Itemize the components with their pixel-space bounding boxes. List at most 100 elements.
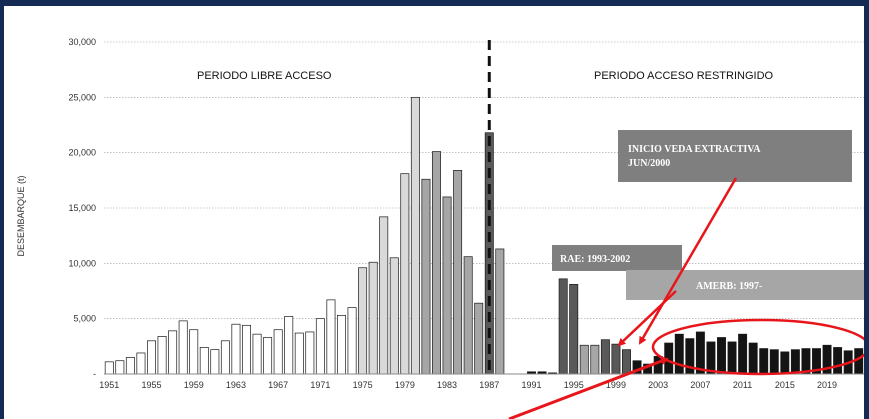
callout-veda: INICIO VEDA EXTRACTIVA JUN/2000: [618, 130, 852, 182]
bar: [769, 349, 779, 375]
callout-veda-box: [618, 130, 852, 182]
bar: [168, 330, 178, 375]
bar: [759, 348, 769, 375]
bar: [305, 331, 315, 375]
bar: [833, 347, 843, 375]
bar: [442, 196, 452, 375]
callout-rae-box: [552, 245, 682, 271]
x-tick-label: 1963: [226, 380, 246, 390]
bar: [727, 341, 737, 375]
bar: [495, 248, 505, 375]
bar: [706, 341, 716, 375]
bar: [147, 340, 156, 375]
bar: [790, 349, 800, 375]
callout-amerb-line1: AMERB: 1997-: [696, 281, 762, 292]
bar: [579, 344, 589, 375]
y-tick-label: 5,000: [73, 314, 96, 324]
bar: [157, 336, 167, 375]
x-tick-label: 1975: [353, 380, 373, 390]
bar: [780, 351, 790, 375]
x-tick-label: 1955: [141, 380, 161, 390]
bar: [242, 324, 251, 375]
bar: [189, 329, 199, 375]
bar: [178, 320, 188, 375]
bar: [273, 329, 283, 375]
bar: [463, 256, 473, 375]
x-tick-label: 1999: [606, 380, 626, 390]
bar: [315, 318, 325, 375]
callout-amerb: AMERB: 1997-: [626, 270, 864, 300]
bar: [453, 170, 463, 375]
bar: [263, 337, 273, 375]
bar: [337, 314, 346, 375]
x-tick-label: 2011: [733, 380, 752, 390]
x-tick-label: 1951: [99, 380, 119, 390]
x-tick-label: 2015: [775, 380, 795, 390]
bar: [104, 361, 114, 375]
bar: [136, 352, 146, 375]
bar: [326, 299, 336, 375]
bar: [368, 261, 378, 375]
bar: [432, 151, 441, 375]
x-tick-label: 1979: [395, 380, 415, 390]
y-tick-label: 15,000: [68, 203, 96, 213]
y-tick-label: 25,000: [68, 92, 96, 102]
bar: [474, 302, 484, 375]
y-tick-label: -: [93, 369, 96, 379]
y-tick-label: 20,000: [68, 148, 96, 158]
tick-labels: - 5,000 10,000 15,000 20,000 25,000 30,000 1951…: [68, 37, 837, 390]
bar: [252, 333, 262, 375]
y-tick-label: 30,000: [68, 37, 96, 47]
x-tick-label: 1983: [437, 380, 457, 390]
bar: [569, 284, 579, 375]
bar: [600, 339, 610, 375]
highlight-ellipse: [651, 318, 864, 376]
bar: [389, 257, 399, 375]
y-axis-label: DESEMBARQUE (t): [16, 175, 26, 256]
period-right-label: PERIODO ACCESO RESTRINGIDO: [594, 70, 774, 82]
bar: [294, 332, 304, 375]
callout-amerb-box: [626, 270, 864, 300]
x-tick-label: 1959: [184, 380, 204, 390]
bar: [210, 349, 220, 375]
x-tick-label: 1987: [479, 380, 499, 390]
bar: [115, 360, 125, 375]
bar: [284, 316, 294, 375]
bar: [358, 267, 368, 375]
x-tick-label: 1967: [268, 380, 288, 390]
period-left-label: PERIODO LIBRE ACCESO: [197, 70, 332, 82]
bar: [717, 337, 726, 375]
x-tick-label: 1991: [521, 380, 541, 390]
bar: [199, 347, 209, 375]
x-tick-label: 2019: [817, 380, 837, 390]
bar: [400, 173, 410, 375]
callout-rae-line1: RAE: 1993-2002: [560, 254, 630, 265]
bar: [220, 340, 230, 375]
arrow-bottom: [508, 357, 669, 419]
bar: [622, 349, 631, 375]
bar: [674, 333, 684, 375]
chart-frame: - 5,000 10,000 15,000 20,000 25,000 30,000 1951…: [4, 6, 864, 419]
bar: [590, 344, 600, 375]
x-tick-label: 1995: [564, 380, 584, 390]
bar: [379, 216, 389, 375]
bar: [558, 278, 568, 375]
x-tick-label: 2003: [648, 380, 668, 390]
y-tick-label: 10,000: [68, 258, 96, 268]
bar: [611, 343, 621, 375]
x-tick-label: 1971: [310, 380, 330, 390]
callout-veda-line1: INICIO VEDA EXTRACTIVA: [628, 144, 761, 155]
x-tick-label: 2007: [690, 380, 710, 390]
bar: [410, 96, 420, 375]
callout-veda-line2: JUN/2000: [628, 158, 670, 169]
bar: [347, 307, 357, 375]
bar: [231, 323, 241, 375]
bar: [748, 342, 758, 375]
bar: [125, 357, 135, 375]
arrow-amerb: [617, 290, 677, 347]
bar: [738, 333, 748, 375]
chart-svg: - 5,000 10,000 15,000 20,000 25,000 30,000 1951…: [16, 37, 864, 419]
arrow-veda: [638, 177, 738, 345]
bar: [653, 355, 663, 375]
bar: [421, 178, 431, 375]
